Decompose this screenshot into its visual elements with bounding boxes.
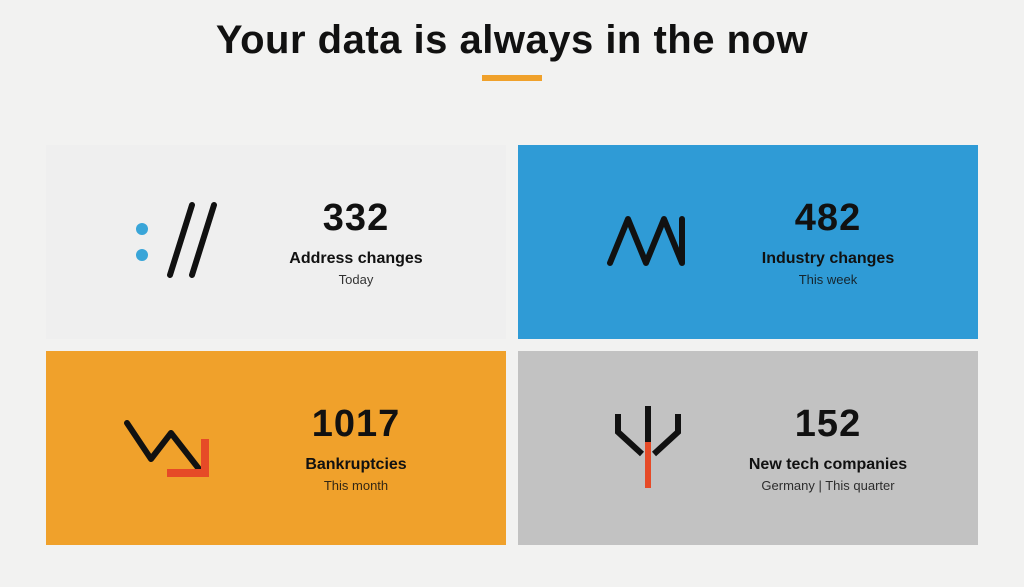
page-title: Your data is always in the now xyxy=(0,18,1024,63)
stat-label: Address changes xyxy=(276,250,436,268)
card-new-tech: 152 New tech companies Germany | This qu… xyxy=(518,351,978,545)
stat-period: Germany | This quarter xyxy=(748,478,908,493)
stat-value: 482 xyxy=(748,197,908,240)
title-underline xyxy=(482,75,542,81)
stat-period: Today xyxy=(276,272,436,287)
card-bankruptcies: 1017 Bankruptcies This month xyxy=(46,351,506,545)
stat-block: 1017 Bankruptcies This month xyxy=(276,403,436,493)
page: Your data is always in the now 332 Addre… xyxy=(0,0,1024,587)
stat-period: This week xyxy=(748,272,908,287)
card-address-changes: 332 Address changes Today xyxy=(46,145,506,339)
colon-slash-icon xyxy=(116,182,236,302)
stat-value: 332 xyxy=(276,197,436,240)
down-arrow-icon xyxy=(116,388,236,508)
card-industry-changes: 482 Industry changes This week xyxy=(518,145,978,339)
stat-label: Industry changes xyxy=(748,250,908,268)
stat-block: 482 Industry changes This week xyxy=(748,197,908,287)
stat-block: 152 New tech companies Germany | This qu… xyxy=(748,403,908,493)
stat-value: 1017 xyxy=(276,403,436,446)
stat-block: 332 Address changes Today xyxy=(276,197,436,287)
trident-icon xyxy=(588,388,708,508)
stats-grid: 332 Address changes Today 482 Industry c… xyxy=(46,145,978,545)
stat-label: Bankruptcies xyxy=(276,456,436,474)
stat-period: This month xyxy=(276,478,436,493)
stat-value: 152 xyxy=(748,403,908,446)
zigzag-m-icon xyxy=(588,182,708,302)
stat-label: New tech companies xyxy=(748,456,908,474)
